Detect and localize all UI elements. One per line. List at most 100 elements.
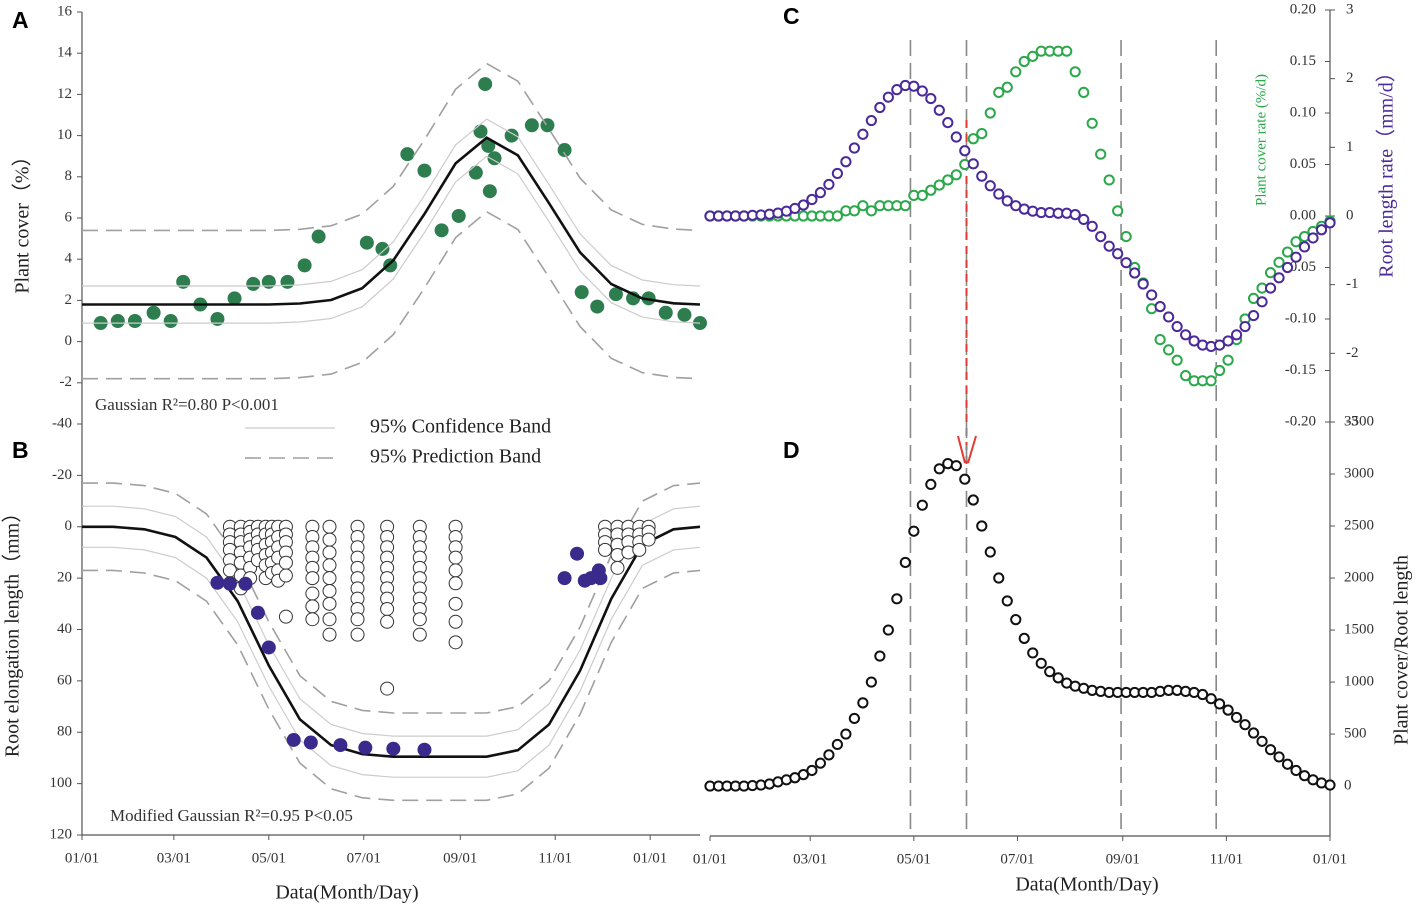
data-point <box>482 184 497 199</box>
data-point <box>1264 282 1277 294</box>
data-point <box>933 463 945 475</box>
y-tick-label: 1 <box>1346 139 1354 155</box>
y2-axis-title: Root length rate（mm/d） <box>1375 62 1398 278</box>
y-tick-label: -2 <box>1346 345 1359 361</box>
y-tick-label: 12 <box>57 86 72 102</box>
data-point <box>1061 45 1073 57</box>
data-point <box>246 276 261 291</box>
data-point <box>303 735 318 750</box>
data-point <box>322 519 337 534</box>
data-point <box>610 560 625 575</box>
y-tick-label: -1 <box>1346 276 1359 292</box>
data-point <box>1027 647 1039 659</box>
data-point <box>350 627 365 642</box>
data-point <box>1205 375 1217 387</box>
data-point <box>908 80 920 92</box>
data-point <box>448 635 463 650</box>
data-point <box>984 180 996 192</box>
data-point <box>925 478 937 491</box>
y-tick-label: 1500 <box>1344 621 1374 637</box>
data-point <box>222 576 237 591</box>
y-tick-label: 3000 <box>1344 465 1374 481</box>
data-point <box>1281 246 1294 258</box>
data-point <box>1298 241 1311 253</box>
y-tick-label: -0.20 <box>1285 413 1316 429</box>
data-point <box>250 605 265 620</box>
data-point <box>677 307 692 322</box>
data-point <box>297 258 312 273</box>
y-tick-label: 0.10 <box>1290 104 1316 120</box>
data-point <box>993 86 1005 99</box>
y-tick-label: 20 <box>57 570 72 586</box>
data-point <box>375 241 390 256</box>
data-point <box>358 740 373 755</box>
data-point <box>1180 329 1192 341</box>
data-point <box>322 571 337 586</box>
data-point <box>1086 220 1098 232</box>
data-point <box>1001 81 1013 93</box>
data-point <box>942 117 954 129</box>
data-point <box>1018 632 1030 644</box>
data-point <box>570 546 585 561</box>
data-point <box>1120 257 1132 269</box>
x-tick-label: 03/01 <box>793 851 827 867</box>
data-point <box>448 596 463 611</box>
x-tick-label: 01/01 <box>693 851 727 867</box>
confidence-line <box>82 546 701 778</box>
data-point <box>487 151 502 166</box>
data-point <box>840 156 852 168</box>
legend-label: 95% Prediction Band <box>370 446 541 468</box>
data-point <box>797 199 810 211</box>
data-point <box>823 178 835 191</box>
data-point <box>311 229 326 244</box>
data-point <box>857 697 869 709</box>
data-point <box>1307 232 1319 244</box>
data-point <box>1035 657 1047 669</box>
data-point <box>1129 267 1141 279</box>
data-point <box>1154 301 1166 313</box>
y-tick-label: 3 <box>1346 1 1354 17</box>
data-point <box>814 757 827 769</box>
data-point <box>840 728 852 740</box>
data-point <box>350 612 365 627</box>
data-point <box>1324 779 1336 791</box>
data-point <box>942 174 954 186</box>
data-point <box>478 77 493 92</box>
data-point <box>590 299 605 314</box>
prediction-line <box>82 62 701 232</box>
y-tick-label: 0.15 <box>1290 53 1316 69</box>
data-point <box>238 576 253 591</box>
data-point <box>1010 66 1022 78</box>
data-point <box>967 494 979 506</box>
data-point <box>874 650 886 662</box>
data-point <box>1086 117 1098 129</box>
data-point <box>1197 688 1209 701</box>
data-point <box>400 147 415 162</box>
data-point <box>1324 217 1336 229</box>
data-point <box>1273 751 1285 763</box>
y-axis-title: Plant cover rate (%/d) <box>1253 74 1269 206</box>
data-point <box>261 640 276 655</box>
data-point <box>1264 744 1277 756</box>
data-point <box>1069 66 1081 78</box>
data-point <box>417 742 432 757</box>
x-tick-label: 05/01 <box>897 851 931 867</box>
data-point <box>1230 711 1243 724</box>
data-point <box>1180 370 1192 382</box>
data-point <box>598 542 613 557</box>
data-point <box>993 188 1005 200</box>
data-point <box>448 576 463 591</box>
y-axis-title: Plant cover（%） <box>11 146 34 293</box>
panel-letter: C <box>783 3 800 29</box>
data-point <box>1069 209 1081 221</box>
data-point <box>504 128 519 143</box>
data-point <box>412 627 427 642</box>
data-point <box>278 555 293 570</box>
data-point <box>908 525 920 537</box>
x-tick-label: 05/01 <box>252 850 286 866</box>
data-point <box>1112 205 1124 217</box>
data-point <box>1205 693 1217 705</box>
data-point <box>950 131 962 143</box>
y-tick-label: 3500 <box>1344 413 1374 429</box>
x-axis-title: Data(Month/Day) <box>1015 874 1158 896</box>
